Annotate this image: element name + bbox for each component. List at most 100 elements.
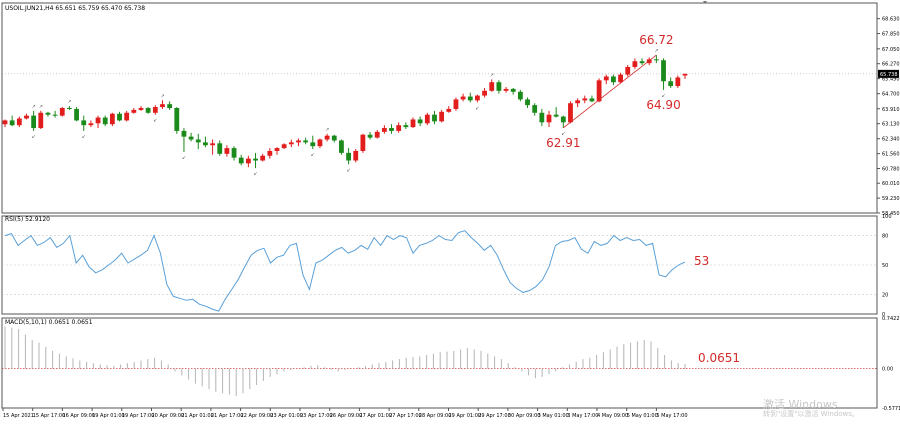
fractal-up-icon: ↗	[32, 104, 36, 110]
candle-body	[546, 114, 552, 123]
candle-body	[238, 157, 244, 164]
candle-body	[38, 112, 44, 129]
candle-body	[360, 134, 366, 151]
candle-body	[424, 114, 430, 124]
candle-body	[245, 158, 251, 164]
rsi-panel-title: RSI(5) 52.9120	[5, 216, 50, 223]
candle-body	[489, 82, 495, 91]
fractal-up-icon: ↗	[39, 104, 43, 110]
candle-body	[625, 66, 631, 75]
fractal-up-icon: ↗	[67, 99, 71, 105]
rsi-axis-label: 0	[882, 312, 885, 318]
candle-body	[152, 107, 158, 113]
candle-body	[324, 135, 330, 140]
time-axis-label: 20 Apr 09:00	[152, 413, 185, 419]
candle-body	[138, 108, 144, 110]
time-axis-label: 3 May 01:00	[538, 413, 569, 419]
candle-body	[52, 114, 58, 116]
candle-body	[646, 59, 652, 64]
candle-body	[59, 108, 65, 116]
candle-body	[267, 150, 273, 156]
fractal-down-icon: ↙	[153, 118, 157, 124]
rsi-axis-label: 100	[882, 214, 892, 220]
price-axis-label: 60.780	[882, 167, 900, 173]
candle-body	[596, 80, 602, 102]
fractal-down-icon: ↙	[347, 167, 351, 173]
time-axis-label: 19 Apr 17:00	[122, 413, 155, 419]
time-axis-label: 22 Apr 09:00	[241, 413, 274, 419]
candle-body	[496, 82, 502, 91]
time-axis-label: 5 May 01:00	[627, 413, 658, 419]
candle-body	[381, 128, 387, 132]
candle-body	[475, 95, 480, 101]
candle-body	[396, 125, 402, 131]
price-axis-label: 64.700	[882, 92, 900, 98]
macd-annotation: 0.0651	[698, 351, 740, 365]
candle-body	[67, 108, 72, 109]
candle-body	[310, 142, 316, 147]
candle-body	[568, 103, 573, 123]
fractal-up-icon: ↗	[325, 127, 329, 133]
watermark-line1: 激活 Windows	[763, 398, 838, 411]
fractal-down-icon: ↙	[82, 134, 86, 140]
fractal-up-icon: ↗	[160, 93, 164, 99]
candle-body	[403, 125, 409, 128]
candle-body	[45, 112, 51, 115]
rsi-axis-label: 20	[882, 292, 888, 298]
candle-body	[353, 150, 359, 161]
candle-body	[367, 134, 373, 138]
macd-axis-label: 0.7422	[882, 316, 900, 322]
candle-body	[539, 112, 545, 123]
candle-body	[611, 76, 616, 83]
price-axis-label: 62.340	[882, 137, 900, 143]
time-axis-label: 26 Apr 09:00	[330, 413, 363, 419]
price-axis-label: 68.630	[882, 17, 900, 23]
candle-body	[303, 140, 309, 143]
price-annotation: 64.90	[646, 98, 680, 112]
candle-body	[203, 142, 208, 146]
time-axis-label: 30 Apr 09:00	[508, 413, 541, 419]
price-axis-label: 61.560	[882, 152, 900, 158]
candle-body	[446, 108, 452, 112]
candle-body	[9, 120, 15, 126]
price-axis-label: 63.910	[882, 107, 900, 113]
candle-body	[224, 148, 230, 154]
candle-body	[453, 99, 459, 109]
time-axis-label: 29 Apr 01:00	[449, 413, 482, 419]
trend-line	[563, 54, 657, 129]
macd-panel-frame	[1, 317, 878, 409]
candle-body	[88, 123, 94, 126]
candle-body	[374, 131, 380, 138]
macd-axis-label: -0.5771	[882, 406, 900, 412]
fractal-down-icon: ↙	[182, 155, 186, 161]
candle-body	[668, 81, 674, 87]
candle-body	[417, 119, 423, 124]
candle-body	[109, 113, 115, 125]
candle-body	[288, 142, 294, 145]
time-axis-label: 21 Apr 01:00	[181, 413, 214, 419]
price-axis-label: 67.050	[882, 47, 900, 53]
price-axis-label: 67.850	[882, 32, 900, 38]
candle-body	[81, 120, 87, 126]
macd-panel-title: MACD(5,10,1) 0.0651 0.0651	[5, 319, 93, 326]
price-axis-label: 60.010	[882, 181, 900, 187]
candle-body	[525, 99, 530, 106]
price-axis-label: 65.490	[882, 77, 900, 83]
candle-body	[195, 139, 201, 143]
rsi-axis-label: 80	[882, 234, 888, 240]
time-axis-label: 5 May 17:00	[656, 413, 687, 419]
candle-body	[331, 135, 337, 141]
candle-body	[339, 140, 344, 153]
candle-body	[167, 104, 173, 108]
candle-body	[253, 158, 258, 161]
macd-axis-label: 0.00	[882, 367, 893, 373]
candle-body	[682, 73, 688, 76]
fractal-down-icon: ↙	[254, 171, 258, 177]
price-annotation: 62.91	[546, 136, 580, 150]
candle-body	[188, 136, 194, 140]
rsi-annotation: 53	[694, 254, 709, 268]
price-annotation: 66.72	[639, 33, 673, 47]
candle-body	[410, 119, 416, 128]
